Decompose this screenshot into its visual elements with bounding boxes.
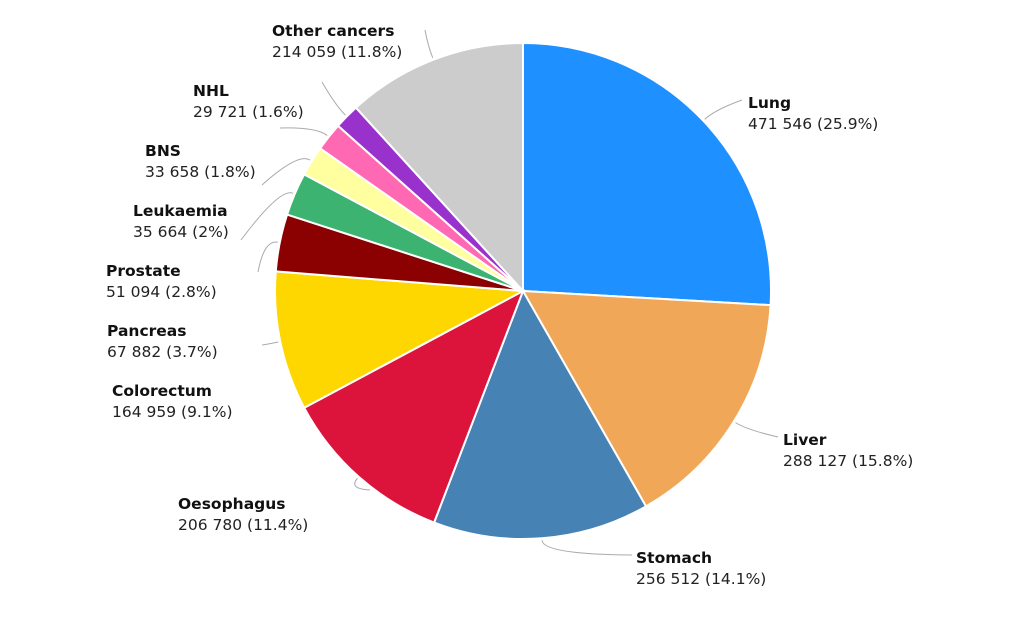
pie-slice-other-cancers (354, 41, 524, 294)
slice-label-name: Oesophagus (178, 495, 286, 513)
leader-line (354, 478, 371, 491)
slice-label-name: Prostate (106, 262, 181, 280)
leader-line (257, 241, 278, 273)
leader-line (240, 192, 294, 241)
leader-line (541, 540, 633, 556)
slice-label-value: 471 546 (25.9%) (748, 115, 878, 133)
leader-lines (240, 29, 779, 556)
slice-labels: Lung 471 546 (25.9%) Liver 288 127 (15.8%) S… (106, 22, 913, 588)
slice-label-value: 35 664 (2%) (133, 223, 229, 241)
pie-slice-lung (522, 41, 772, 307)
leader-line (261, 341, 279, 346)
slice-label-value: 288 127 (15.8%) (783, 452, 913, 470)
leader-line (704, 99, 743, 120)
leader-line (735, 422, 779, 438)
slice-label-name: Colorectum (112, 382, 212, 400)
slice-label-name: Leukaemia (133, 202, 228, 220)
slice-label-value: 164 959 (9.1%) (112, 403, 233, 421)
pie-slice-oesophagus (302, 288, 525, 524)
pie-slice-colorectum (274, 270, 527, 410)
leader-line (424, 29, 434, 59)
leader-line (261, 158, 311, 186)
pie-slice-stomach (432, 288, 648, 540)
slice-label-name: Lung (748, 94, 791, 112)
leader-line (279, 127, 328, 136)
slice-label-value: 256 512 (14.1%) (636, 570, 766, 588)
pie-slice-liver (521, 289, 772, 508)
slice-label-value: 33 658 (1.8%) (145, 163, 256, 181)
slice-label-name: Pancreas (107, 322, 186, 340)
slice-label-name: BNS (145, 142, 181, 160)
slice-label-value: 206 780 (11.4%) (178, 516, 308, 534)
slice-label-value: 67 882 (3.7%) (107, 343, 218, 361)
slice-label-name: Other cancers (272, 22, 394, 40)
slice-label-name: NHL (193, 82, 229, 100)
pie-slices (274, 41, 772, 540)
slice-label-name: Stomach (636, 549, 712, 567)
slice-label-value: 51 094 (2.8%) (106, 283, 217, 301)
slice-label-name: Liver (783, 431, 827, 449)
slice-label-value: 214 059 (11.8%) (272, 43, 402, 61)
leader-line (321, 81, 346, 116)
slice-label-value: 29 721 (1.6%) (193, 103, 304, 121)
